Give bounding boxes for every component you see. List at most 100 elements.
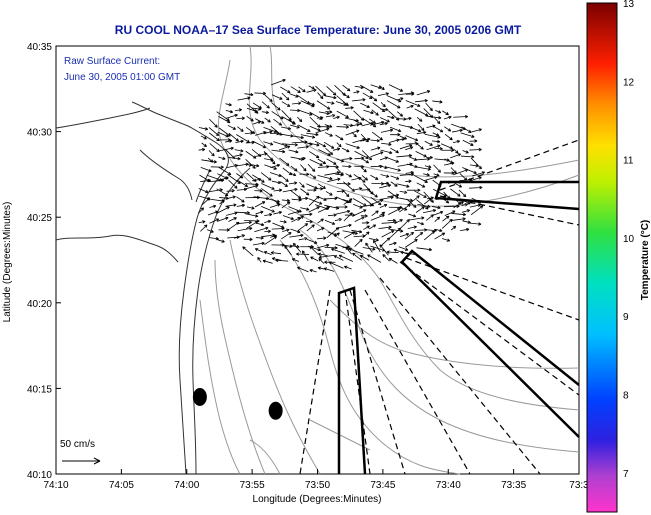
- x-axis-label: Longitude (Degrees:Minutes): [253, 494, 382, 505]
- current-vector: [407, 225, 417, 229]
- current-vector: [201, 197, 211, 206]
- current-vector: [281, 201, 291, 209]
- current-vector: [290, 190, 302, 199]
- current-vector: [255, 152, 268, 157]
- current-vector: [235, 108, 243, 112]
- current-vector: [280, 244, 293, 248]
- current-vector: [386, 157, 399, 163]
- current-vector: [271, 111, 284, 120]
- current-vector: [354, 150, 369, 159]
- current-vector: [353, 187, 363, 191]
- current-vector: [317, 174, 333, 181]
- current-vector: [218, 116, 231, 124]
- current-vector: [263, 127, 278, 133]
- current-vector: [297, 223, 309, 232]
- current-vector: [273, 118, 283, 126]
- current-vector: [432, 210, 444, 216]
- current-vector: [300, 164, 307, 172]
- y-tick-label: 40:35: [27, 42, 52, 53]
- current-vector: [363, 109, 374, 115]
- current-vector: [242, 246, 254, 257]
- current-vector: [379, 211, 386, 216]
- current-vector: [343, 198, 353, 205]
- current-vector: [371, 131, 383, 141]
- current-vector: [316, 187, 324, 191]
- current-vector: [307, 188, 317, 192]
- current-vector: [289, 93, 299, 98]
- current-vector: [264, 236, 278, 246]
- current-vector: [307, 239, 318, 244]
- colorbar-tick-label: 8: [623, 391, 629, 402]
- current-vector: [351, 229, 363, 234]
- current-vector: [405, 170, 414, 175]
- current-vector: [210, 165, 224, 169]
- current-vector: [424, 140, 433, 146]
- current-vector: [434, 232, 446, 240]
- current-vector: [351, 131, 357, 138]
- current-vector: [417, 123, 425, 131]
- current-vector: [468, 222, 482, 226]
- current-vector: [233, 234, 245, 239]
- coastline: [55, 101, 251, 475]
- current-vector: [307, 163, 316, 172]
- current-vector: [260, 206, 275, 213]
- current-vector: [370, 151, 384, 158]
- y-tick-label: 40:15: [27, 384, 52, 395]
- current-vector: [296, 252, 310, 256]
- current-vector: [273, 210, 282, 215]
- current-vector: [317, 92, 324, 100]
- current-vector: [433, 173, 440, 177]
- current-vector: [387, 166, 401, 172]
- current-vector: [342, 164, 352, 169]
- current-vector: [227, 195, 236, 199]
- current-vector: [379, 85, 385, 91]
- current-vector: [442, 215, 450, 222]
- current-vector: [297, 145, 309, 149]
- current-vector: [316, 116, 324, 120]
- current-vector: [245, 140, 255, 145]
- current-vector: [326, 101, 335, 105]
- current-vector: [360, 102, 370, 108]
- current-vector: [271, 94, 283, 100]
- current-vector: [422, 208, 437, 214]
- current-vector: [370, 146, 381, 151]
- x-axis-ticks: 74:10 74:05 74:00 73:55 73:50 73:45 73:40 73:35…: [43, 469, 589, 491]
- current-vector: [441, 218, 453, 229]
- current-vector: [441, 238, 451, 242]
- current-vector: [218, 146, 234, 152]
- x-tick-label: 73:55: [240, 480, 265, 491]
- current-vector: [353, 119, 363, 125]
- current-vector: [443, 161, 455, 166]
- current-vector: [414, 99, 428, 103]
- current-vector: [432, 125, 444, 133]
- current-vector: [471, 197, 482, 204]
- current-vector: [251, 177, 262, 182]
- current-vector: [255, 210, 264, 215]
- current-vector: [317, 158, 327, 165]
- y-axis-ticks: 40:35 40:30 40:25 40:20 40:15 40:10: [27, 42, 61, 481]
- current-vector: [423, 175, 438, 182]
- current-vector: [371, 210, 379, 216]
- y-tick-label: 40:20: [27, 299, 52, 310]
- current-vector: [469, 203, 481, 208]
- current-vector: [341, 92, 350, 99]
- current-vector: [234, 153, 243, 157]
- current-vector: [399, 203, 411, 213]
- current-vector: [342, 156, 353, 161]
- current-vector: [244, 131, 254, 135]
- current-vector: [300, 188, 310, 196]
- current-vector: [414, 232, 424, 239]
- current-vector: [405, 100, 421, 107]
- current-vector: [342, 230, 358, 235]
- current-vector: [270, 163, 281, 168]
- current-vector: [338, 254, 354, 262]
- current-vector: [225, 139, 233, 143]
- current-vector: [416, 221, 425, 226]
- current-vector: [443, 171, 455, 175]
- current-vector: [269, 203, 281, 208]
- current-vector: [396, 183, 410, 188]
- current-vector: [308, 195, 320, 207]
- current-vector: [262, 259, 273, 264]
- current-vector: [388, 208, 401, 215]
